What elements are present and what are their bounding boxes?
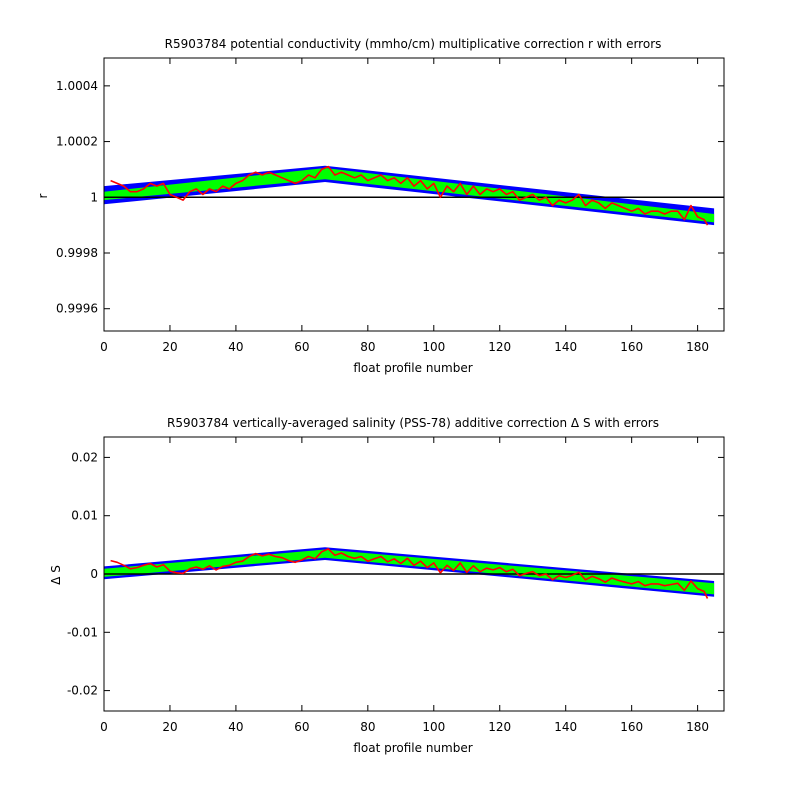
x-tick-label: 140 — [554, 340, 577, 354]
x-tick-label: 160 — [620, 720, 643, 734]
estimate-line — [110, 548, 709, 599]
y-tick-label: 1 — [90, 190, 98, 204]
axes: 0 20 40 60 80 100 120 140 160 180 0.9996 0.9998 1 1.0… — [56, 58, 724, 354]
x-tick-label: 180 — [686, 340, 709, 354]
x-tick-label: 160 — [620, 340, 643, 354]
x-tick-label: 120 — [488, 720, 511, 734]
y-tick-label: -0.02 — [67, 684, 98, 698]
inner-error-band — [104, 168, 715, 223]
x-tick-label: 20 — [162, 340, 177, 354]
x-tick-label: 140 — [554, 720, 577, 734]
x-tick-label: 80 — [360, 340, 375, 354]
y-tick-label: 1.0004 — [56, 79, 98, 93]
estimate-line — [110, 165, 709, 226]
y-tick-label: 0.02 — [71, 450, 98, 464]
x-axis-label: float profile number — [353, 741, 472, 755]
salinity-correction-chart: R5903784 vertically-averaged salinity (P… — [49, 416, 725, 755]
y-axis-label: Δ S — [49, 565, 63, 585]
y-tick-label: 0.9998 — [56, 246, 98, 260]
x-tick-label: 180 — [686, 720, 709, 734]
y-tick-label: 1.0002 — [56, 135, 98, 149]
plot-area — [104, 165, 724, 226]
x-axis-label: float profile number — [353, 361, 472, 375]
x-tick-label: 120 — [488, 340, 511, 354]
x-tick-label: 100 — [422, 340, 445, 354]
conductivity-correction-chart: R5903784 potential conductivity (mmho/cm… — [36, 37, 725, 375]
x-tick-label: 0 — [100, 720, 108, 734]
chart-title: R5903784 potential conductivity (mmho/cm… — [165, 37, 662, 51]
y-tick-label: 0.01 — [71, 509, 98, 523]
y-tick-label: 0 — [90, 567, 98, 581]
y-axis-label: r — [36, 193, 50, 198]
chart-title: R5903784 vertically-averaged salinity (P… — [167, 416, 659, 430]
x-tick-label: 60 — [294, 340, 309, 354]
y-tick-label: -0.01 — [67, 625, 98, 639]
y-tick-label: 0.9996 — [56, 302, 98, 316]
axes: 0 20 40 60 80 100 120 140 160 180 -0.02 -0.01 0 0.01 0… — [67, 437, 724, 734]
x-tick-label: 40 — [228, 340, 243, 354]
inner-error-band — [104, 549, 715, 595]
x-tick-label: 80 — [360, 720, 375, 734]
plot-frame — [103, 57, 725, 332]
x-tick-label: 60 — [294, 720, 309, 734]
plot-area — [104, 547, 724, 599]
x-tick-label: 20 — [162, 720, 177, 734]
x-tick-label: 100 — [422, 720, 445, 734]
x-tick-label: 40 — [228, 720, 243, 734]
x-tick-label: 0 — [100, 340, 108, 354]
